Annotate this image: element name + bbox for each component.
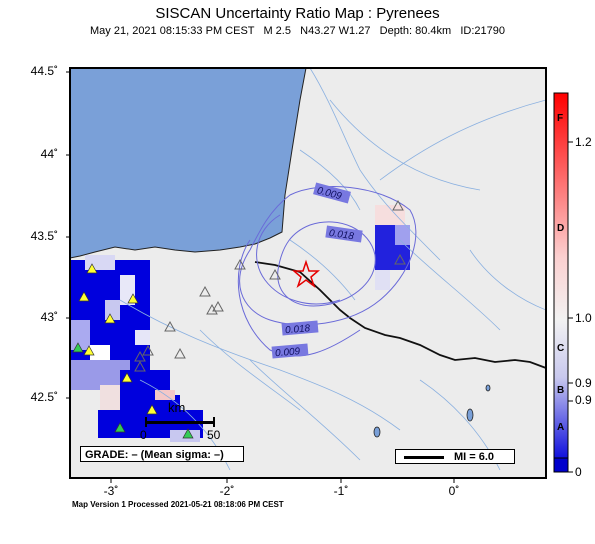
colorbar-tick-label: 1.2 [575,135,592,149]
colorbar [553,92,569,459]
map-frame [69,67,547,479]
colorbar-tick-label: 0 [575,465,582,479]
scale-bar [145,417,215,427]
scale-max-label: 50 [207,428,221,442]
x-tick-label: -2˚ [219,484,235,498]
grade-letter-b: B [557,385,565,396]
processing-footer: Map Version 1 Processed 2021-05-21 08:18… [72,500,284,509]
mi-line-sample [404,456,444,459]
y-tick-label: 43.5˚ [30,229,58,243]
rivers [119,68,546,471]
colorbar-ticks [568,141,573,473]
x-tick-label: 0˚ [448,484,460,498]
grade-legend-text: GRADE: – (Mean sigma: –) [85,449,224,461]
station-triangles-active [72,263,194,439]
colorbar-tick-label: 1.0 [575,311,592,325]
y-tick-label: 44.5˚ [30,64,58,78]
contour-labels: 0.009 0.018 0.018 0.009 [271,182,363,359]
x-tick-label: -3˚ [103,484,119,498]
grade-letter-a: A [557,422,565,433]
grade-letter-c: C [557,343,565,354]
svg-text:0.018: 0.018 [285,323,311,336]
svg-text:0.018: 0.018 [328,228,355,242]
y-tick-label: 44˚ [40,147,58,161]
ocean-bay-of-biscay [70,68,307,259]
y-tick-label: 42.5˚ [30,390,58,404]
mi-legend: MI = 6.0 [395,449,515,464]
epicenter-star [291,259,321,289]
grade-letter-d: D [557,223,565,234]
colorbar-tick-label: 0.9 [575,376,592,390]
scale-zero-label: 0 [140,428,147,442]
grade-legend: GRADE: – (Mean sigma: –) [80,446,244,462]
grade-letter-f: F [557,113,564,124]
x-tick-label: -1˚ [333,484,349,498]
station-triangles-inactive [134,199,406,372]
svg-text:0.009: 0.009 [275,346,301,359]
colorbar-bottom-cell [553,457,569,473]
colorbar-tick-label: 0.9 [575,393,592,407]
y-tick-marks [66,71,70,399]
map-title: SISCAN Uncertainty Ratio Map : Pyrenees [155,5,440,22]
scale-unit-label: km [168,400,186,415]
y-tick-label: 43˚ [40,310,58,324]
mi-legend-text: MI = 6.0 [454,451,495,463]
map-subtitle: May 21, 2021 08:15:33 PM CEST M 2.5 N43.… [90,25,505,37]
x-tick-marks [110,478,455,483]
